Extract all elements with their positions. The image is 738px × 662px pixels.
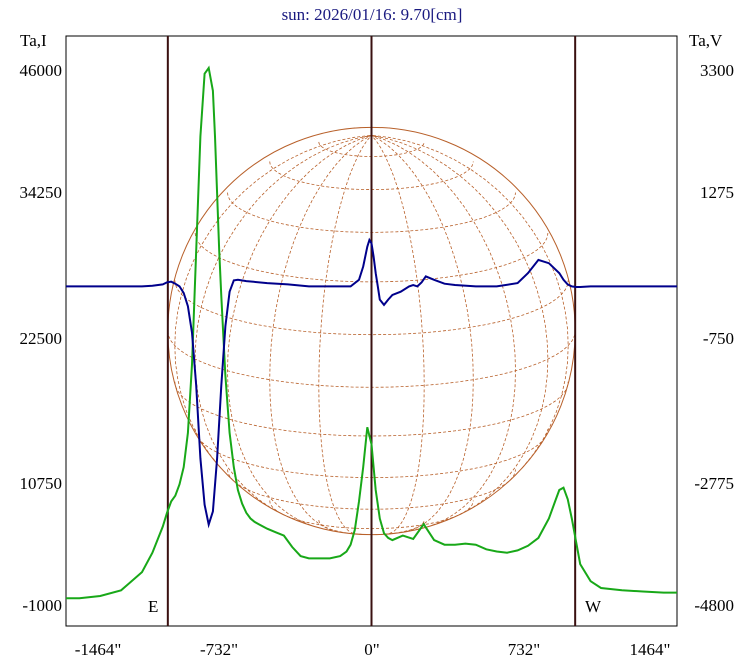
right-tick-label: -750: [703, 329, 734, 348]
series-line-polarization: [66, 237, 677, 529]
disk-longitude-line: [371, 134, 474, 532]
x-tick-label: -732": [200, 640, 238, 659]
right-tick-label: 3300: [700, 61, 734, 80]
x-tick-label: 1464": [630, 640, 671, 659]
disk-longitude-line: [371, 134, 569, 469]
right-tick-label: 1275: [700, 183, 734, 202]
x-tick-label: 0": [364, 640, 379, 659]
left-tick-label: 10750: [20, 474, 63, 493]
series-line-intensity: [66, 65, 677, 600]
left-tick-label: 22500: [20, 329, 63, 348]
west-limb-label: W: [585, 597, 602, 616]
left-tick-label: 34250: [20, 183, 63, 202]
disk-longitude-line: [371, 134, 516, 526]
right-axis-label: Ta,V: [689, 31, 723, 50]
x-tick-label: 732": [508, 640, 540, 659]
right-tick-label: -4800: [694, 596, 734, 615]
chart-title: sun: 2026/01/16: 9.70[cm]: [282, 5, 463, 24]
disk-longitude-line: [371, 135, 425, 534]
disk-longitude-line: [227, 134, 372, 526]
disk-latitude-line: [174, 381, 569, 437]
left-tick-label: -1000: [22, 596, 62, 615]
disk-longitude-line: [174, 134, 372, 469]
disk-longitude-line: [194, 134, 372, 515]
disk-longitude-line: [371, 134, 549, 515]
x-tick-label: -1464": [75, 640, 122, 659]
right-tick-label: -2775: [694, 474, 734, 493]
vertical-markers: [166, 36, 577, 626]
left-axis-label: Ta,I: [20, 31, 47, 50]
disk-longitude-line: [318, 135, 372, 534]
left-tick-label: 46000: [20, 61, 63, 80]
east-limb-label: E: [148, 597, 158, 616]
disk-longitude-line: [269, 134, 372, 532]
